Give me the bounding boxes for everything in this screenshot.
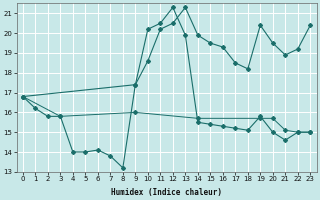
X-axis label: Humidex (Indice chaleur): Humidex (Indice chaleur)	[111, 188, 222, 197]
